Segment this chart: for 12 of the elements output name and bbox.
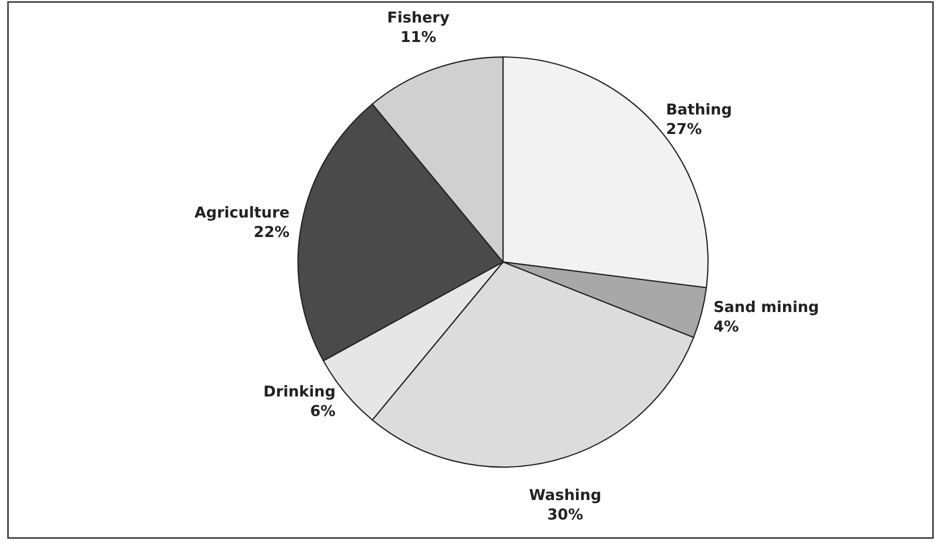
slice-label: Fishery xyxy=(387,8,450,27)
data-label: 22% xyxy=(254,222,290,241)
data-label: 27% xyxy=(666,120,702,138)
slice-label: Drinking xyxy=(263,382,336,401)
data-label: 6% xyxy=(310,402,336,420)
slice-label: Agriculture xyxy=(194,203,290,222)
slice-label: Washing xyxy=(529,486,602,504)
slice-label: Sand mining xyxy=(713,298,820,316)
data-label: 30% xyxy=(547,506,584,524)
data-label: 11% xyxy=(400,28,436,46)
slice-label: Bathing xyxy=(666,100,732,118)
data-label: 4% xyxy=(713,318,739,336)
